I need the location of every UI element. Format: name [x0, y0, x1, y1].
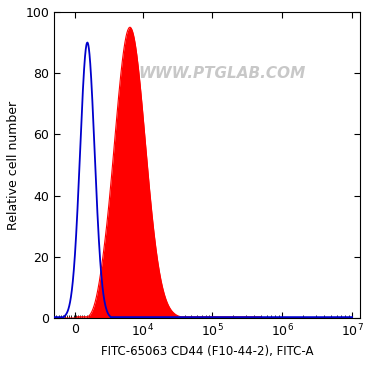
Y-axis label: Relative cell number: Relative cell number — [7, 100, 20, 230]
Text: WWW.PTGLAB.COM: WWW.PTGLAB.COM — [139, 66, 306, 81]
X-axis label: FITC-65063 CD44 (F10-44-2), FITC-A: FITC-65063 CD44 (F10-44-2), FITC-A — [101, 345, 313, 358]
